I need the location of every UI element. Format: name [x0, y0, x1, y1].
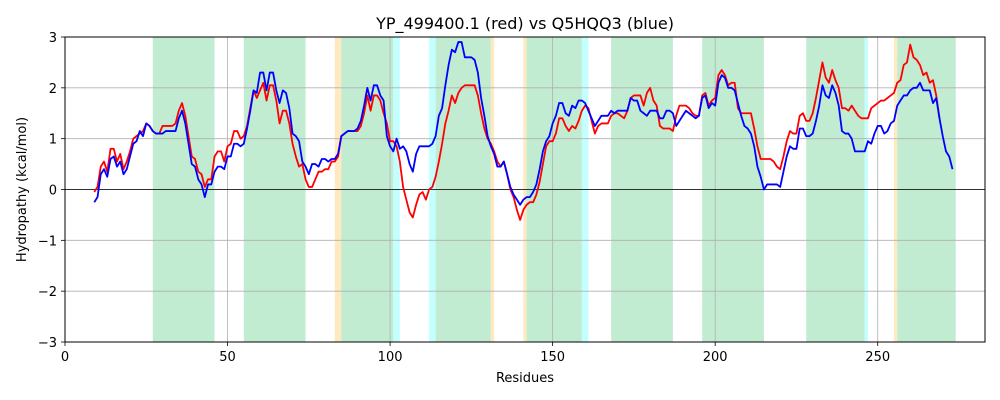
y-axis-label: Hydropathy (kcal/mol) — [15, 117, 30, 262]
x-tick-label: 100 — [378, 350, 403, 365]
series-layer — [93, 41, 954, 221]
x-tick-label: 200 — [703, 350, 728, 365]
y-tick-label: −3 — [38, 336, 57, 351]
y-tick-label: 2 — [49, 82, 57, 97]
x-tick-label: 250 — [865, 350, 890, 365]
y-tick-label: 0 — [49, 184, 57, 199]
series-line-blue — [93, 41, 954, 206]
y-tick-label: 1 — [49, 133, 57, 148]
x-tick-label: 0 — [61, 350, 69, 365]
x-tick-label: 150 — [540, 350, 565, 365]
series-line-red — [93, 43, 941, 221]
x-axis-label: Residues — [496, 371, 554, 386]
chart-title: YP_499400.1 (red) vs Q5HQQ3 (blue) — [375, 14, 674, 34]
tick-layer: 0 50 100 150 200 250 −3 −2 −1 0 1 2 3 — [38, 31, 890, 365]
y-tick-label: 3 — [49, 31, 57, 46]
y-tick-label: −1 — [38, 234, 57, 249]
y-tick-label: −2 — [38, 285, 57, 300]
x-tick-label: 50 — [219, 350, 236, 365]
